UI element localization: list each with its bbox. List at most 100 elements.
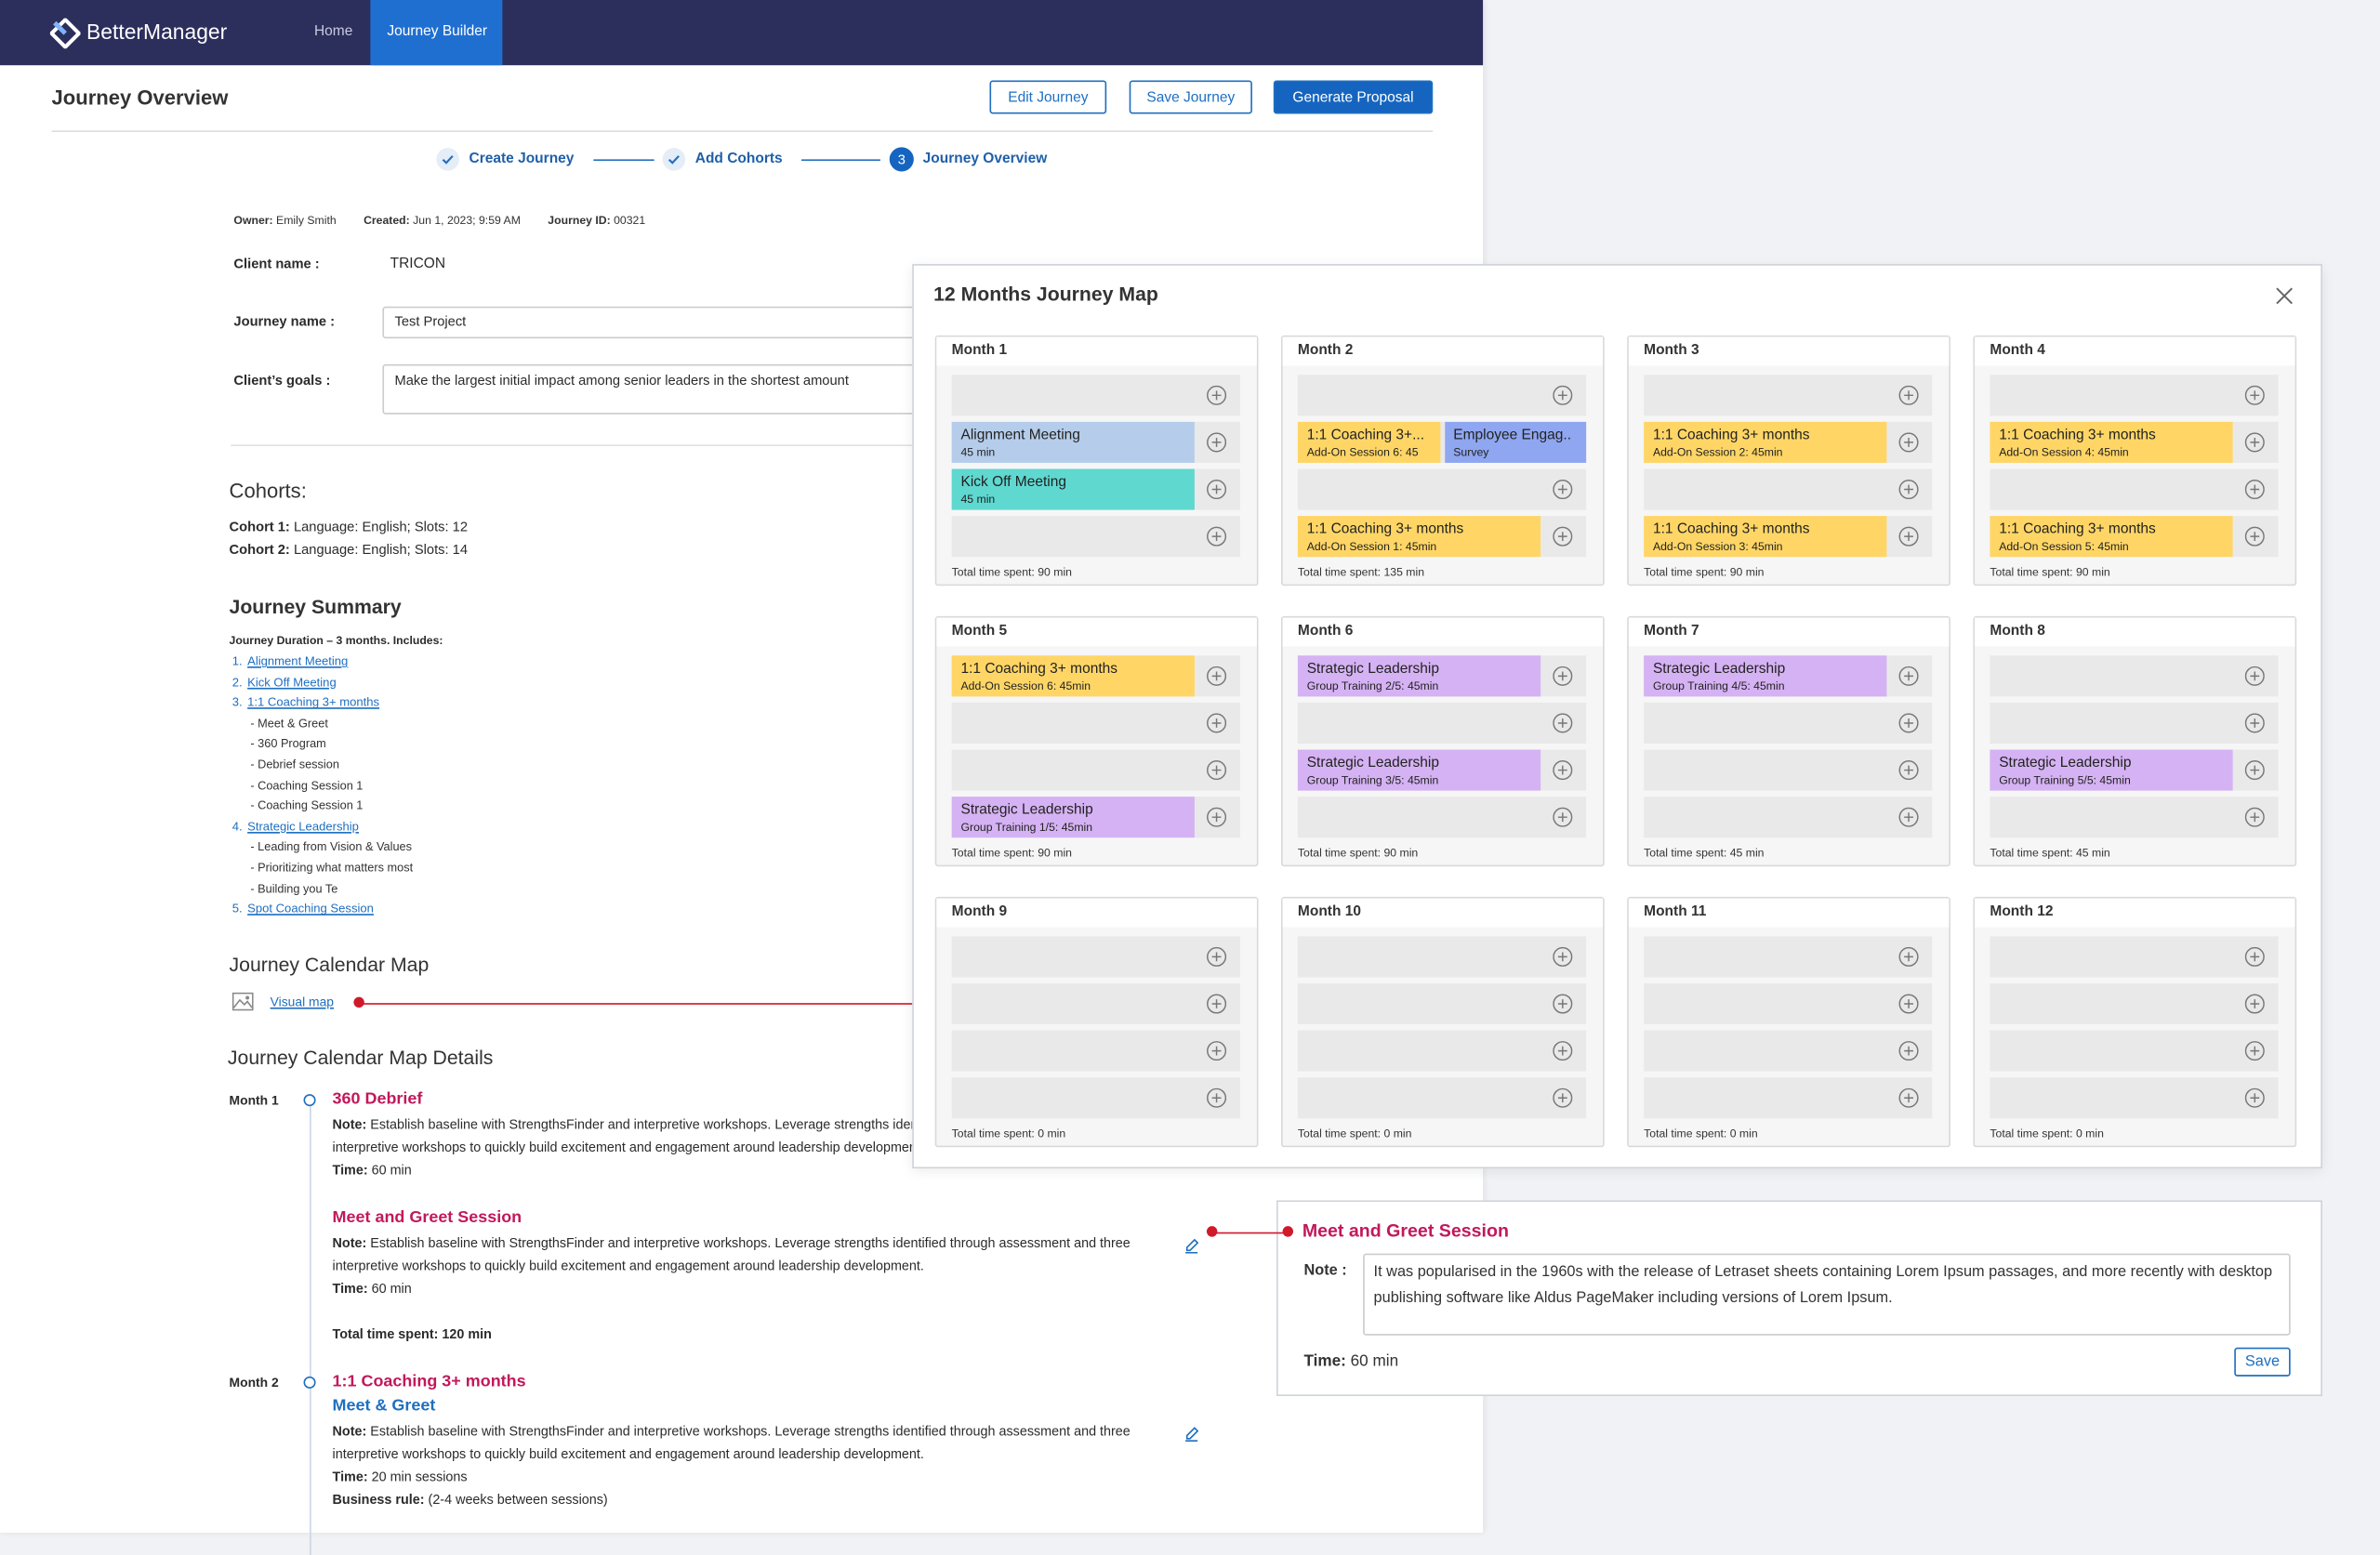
add-icon[interactable]: [1898, 946, 1919, 967]
nav-active: [370, 0, 503, 66]
logo: [49, 18, 81, 49]
add-icon[interactable]: [1553, 665, 1573, 686]
edit-icon[interactable]: [1183, 1422, 1199, 1443]
add-icon[interactable]: [1207, 1041, 1227, 1061]
entry-note: Note: Establish baseline with StrengthsF…: [333, 1232, 1177, 1277]
add-icon[interactable]: [2244, 807, 2265, 827]
add-icon[interactable]: [1898, 526, 1919, 547]
add-icon[interactable]: [2244, 1087, 2265, 1108]
session-block[interactable]: 1:1 Coaching 3+ months Add-On Session 5: …: [1990, 516, 2233, 558]
session-block[interactable]: Strategic Leadership Group Training 4/5: …: [1644, 655, 1887, 697]
add-icon[interactable]: [1553, 807, 1573, 827]
add-icon[interactable]: [1898, 385, 1919, 405]
step-line: [801, 158, 880, 161]
month-card-total: Total time spent: 90 min: [1644, 565, 1765, 579]
close-icon[interactable]: [2275, 285, 2294, 305]
add-icon[interactable]: [1898, 713, 1919, 733]
add-icon[interactable]: [1553, 1041, 1573, 1061]
session-block[interactable]: 1:1 Coaching 3+ months Add-On Session 2: …: [1644, 421, 1887, 463]
session-block[interactable]: Strategic Leadership Group Training 1/5: …: [951, 797, 1195, 838]
add-icon[interactable]: [1898, 432, 1919, 453]
add-icon[interactable]: [1207, 946, 1227, 967]
add-icon[interactable]: [2244, 526, 2265, 547]
add-icon[interactable]: [1207, 479, 1227, 500]
add-icon[interactable]: [1207, 807, 1227, 827]
add-icon[interactable]: [2244, 760, 2265, 781]
add-icon[interactable]: [1553, 760, 1573, 781]
add-icon[interactable]: [2244, 946, 2265, 967]
add-icon[interactable]: [1553, 479, 1573, 500]
add-icon[interactable]: [1553, 994, 1573, 1014]
slot: [951, 375, 1240, 416]
add-icon[interactable]: [1553, 526, 1573, 547]
session-title: 1:1 Coaching 3+ months: [960, 660, 1118, 678]
list-link[interactable]: Strategic Leadership: [247, 819, 359, 834]
session-block[interactable]: 1:1 Coaching 3+... Add-On Session 6: 45: [1297, 421, 1440, 463]
add-icon[interactable]: [2244, 994, 2265, 1014]
session-block[interactable]: Strategic Leadership Group Training 3/5: …: [1297, 749, 1541, 791]
session-title: 1:1 Coaching 3+ months: [1652, 521, 1810, 538]
session-block[interactable]: 1:1 Coaching 3+ months Add-On Session 6: …: [951, 655, 1195, 697]
list-link[interactable]: Alignment Meeting: [247, 654, 349, 668]
add-icon[interactable]: [2244, 479, 2265, 500]
add-icon[interactable]: [2244, 665, 2265, 686]
add-icon[interactable]: [1553, 713, 1573, 733]
add-icon[interactable]: [1898, 665, 1919, 686]
step-label: Journey Overview: [922, 151, 1048, 168]
add-icon[interactable]: [1553, 1087, 1573, 1108]
slot: [951, 936, 1240, 978]
session-block[interactable]: 1:1 Coaching 3+ months Add-On Session 1: …: [1297, 516, 1541, 558]
nav-item[interactable]: Home: [313, 22, 353, 40]
session-block[interactable]: 1:1 Coaching 3+ months Add-On Session 3: …: [1644, 516, 1887, 558]
session-block[interactable]: Strategic Leadership Group Training 2/5: …: [1297, 655, 1541, 697]
list-link[interactable]: 1:1 Coaching 3+ months: [247, 695, 380, 710]
button[interactable]: Generate Proposal: [1273, 80, 1434, 114]
nav-item[interactable]: Journey Builder: [387, 22, 488, 40]
add-icon[interactable]: [1207, 760, 1227, 781]
add-icon[interactable]: [1553, 946, 1573, 967]
add-icon[interactable]: [1898, 807, 1919, 827]
slot: [1990, 797, 2279, 838]
edit-icon[interactable]: [1183, 1233, 1199, 1254]
edit-note-input[interactable]: It was popularised in the 1960s with the…: [1363, 1253, 2291, 1336]
add-icon[interactable]: [1207, 526, 1227, 547]
save-button[interactable]: Save: [2234, 1347, 2291, 1377]
slot: [1644, 749, 1933, 791]
add-icon[interactable]: [2244, 432, 2265, 453]
session-block[interactable]: 1:1 Coaching 3+ months Add-On Session 4: …: [1990, 421, 2233, 463]
slot: [1990, 1077, 2279, 1119]
slot: [951, 1030, 1240, 1072]
meta-label: Owner:: [233, 213, 273, 228]
add-icon[interactable]: [1898, 1087, 1919, 1108]
add-icon[interactable]: [2244, 713, 2265, 733]
month-card-label: Month 1: [951, 341, 1008, 359]
list-link[interactable]: Kick Off Meeting: [247, 675, 337, 689]
add-icon[interactable]: [1553, 385, 1573, 405]
session-block[interactable]: Kick Off Meeting 45 min: [951, 468, 1195, 510]
entry-subtitle: Meet & Greet: [332, 1396, 436, 1416]
add-icon[interactable]: [1898, 760, 1919, 781]
connector-line: [1212, 1231, 1289, 1234]
session-block[interactable]: Employee Engag.. Survey: [1444, 421, 1587, 463]
add-icon[interactable]: [1898, 1041, 1919, 1061]
add-icon[interactable]: [1898, 994, 1919, 1014]
session-block[interactable]: Alignment Meeting 45 min: [951, 421, 1195, 463]
add-icon[interactable]: [2244, 1041, 2265, 1061]
map-link[interactable]: Visual map: [270, 994, 335, 1009]
add-icon[interactable]: [2244, 385, 2265, 405]
add-icon[interactable]: [1898, 479, 1919, 500]
step-number: 3: [897, 152, 906, 167]
session-block[interactable]: Strategic Leadership Group Training 5/5: …: [1990, 749, 2233, 791]
add-icon[interactable]: [1207, 432, 1227, 453]
add-icon[interactable]: [1207, 713, 1227, 733]
add-icon[interactable]: [1207, 385, 1227, 405]
button[interactable]: Edit Journey: [989, 80, 1107, 114]
add-icon[interactable]: [1207, 1087, 1227, 1108]
add-icon[interactable]: [1207, 665, 1227, 686]
month-card-label: Month 11: [1644, 903, 1707, 920]
month-card-label: Month 4: [1990, 341, 2045, 359]
slot: [1297, 982, 1587, 1025]
add-icon[interactable]: [1207, 994, 1227, 1014]
list-link[interactable]: Spot Coaching Session: [247, 902, 374, 916]
button[interactable]: Save Journey: [1129, 80, 1252, 114]
